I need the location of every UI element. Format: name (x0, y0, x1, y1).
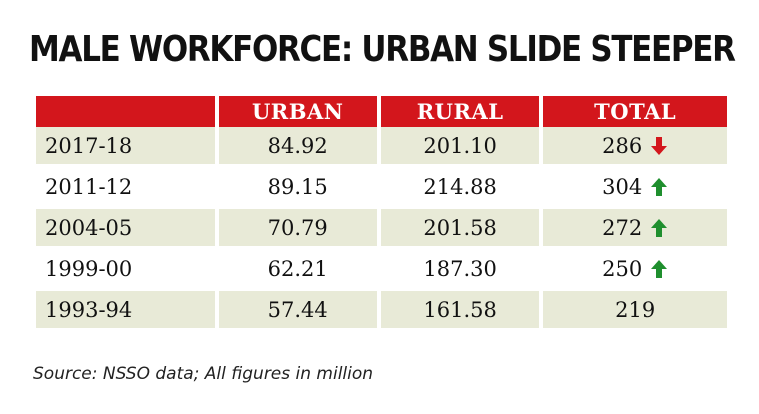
rural-cell: 187.30 (380, 250, 540, 291)
total-cell: 272 (543, 209, 727, 250)
total-cell: 304 (543, 168, 727, 209)
year-cell: 1993-94 (36, 291, 215, 332)
total-cell: 219 (543, 291, 727, 332)
year-cell: 1999-00 (36, 250, 215, 291)
year-cell: 2011-12 (36, 168, 215, 209)
table-row: 1993-94 57.44 161.58 219 (36, 291, 727, 332)
header-row: URBAN RURAL TOTAL (36, 96, 727, 127)
total-cell: 250 (543, 250, 727, 291)
source-note: Source: NSSO data; All figures in millio… (33, 364, 374, 384)
data-table: URBAN RURAL TOTAL 2017-18 84.92 201.10 2… (32, 96, 731, 332)
rural-cell: 214.88 (380, 168, 540, 209)
header-urban: URBAN (218, 96, 377, 127)
year-cell: 2004-05 (36, 209, 215, 250)
year-cell: 2017-18 (36, 127, 215, 168)
total-value: 304 (602, 174, 643, 199)
table-row: 2004-05 70.79 201.58 272 (36, 209, 727, 250)
urban-cell: 70.79 (218, 209, 377, 250)
urban-cell: 62.21 (218, 250, 377, 291)
arrow-up-icon (650, 218, 668, 238)
total-value: 286 (602, 133, 643, 158)
arrow-up-icon (650, 177, 668, 197)
arrow-down-icon (650, 136, 668, 156)
rural-cell: 161.58 (380, 291, 540, 332)
table-row: 2017-18 84.92 201.10 286 (36, 127, 727, 168)
total-cell: 286 (543, 127, 727, 168)
urban-cell: 89.15 (218, 168, 377, 209)
total-value: 219 (615, 297, 656, 322)
total-value: 250 (602, 256, 643, 281)
header-total: TOTAL (543, 96, 727, 127)
header-year (36, 96, 215, 127)
rural-cell: 201.10 (380, 127, 540, 168)
chart-title: MALE WORKFORCE: URBAN SLIDE STEEPER (29, 29, 736, 70)
urban-cell: 84.92 (218, 127, 377, 168)
arrow-up-icon (650, 259, 668, 279)
total-value: 272 (602, 215, 643, 240)
urban-cell: 57.44 (218, 291, 377, 332)
rural-cell: 201.58 (380, 209, 540, 250)
header-rural: RURAL (380, 96, 540, 127)
table-row: 1999-00 62.21 187.30 250 (36, 250, 727, 291)
table-row: 2011-12 89.15 214.88 304 (36, 168, 727, 209)
